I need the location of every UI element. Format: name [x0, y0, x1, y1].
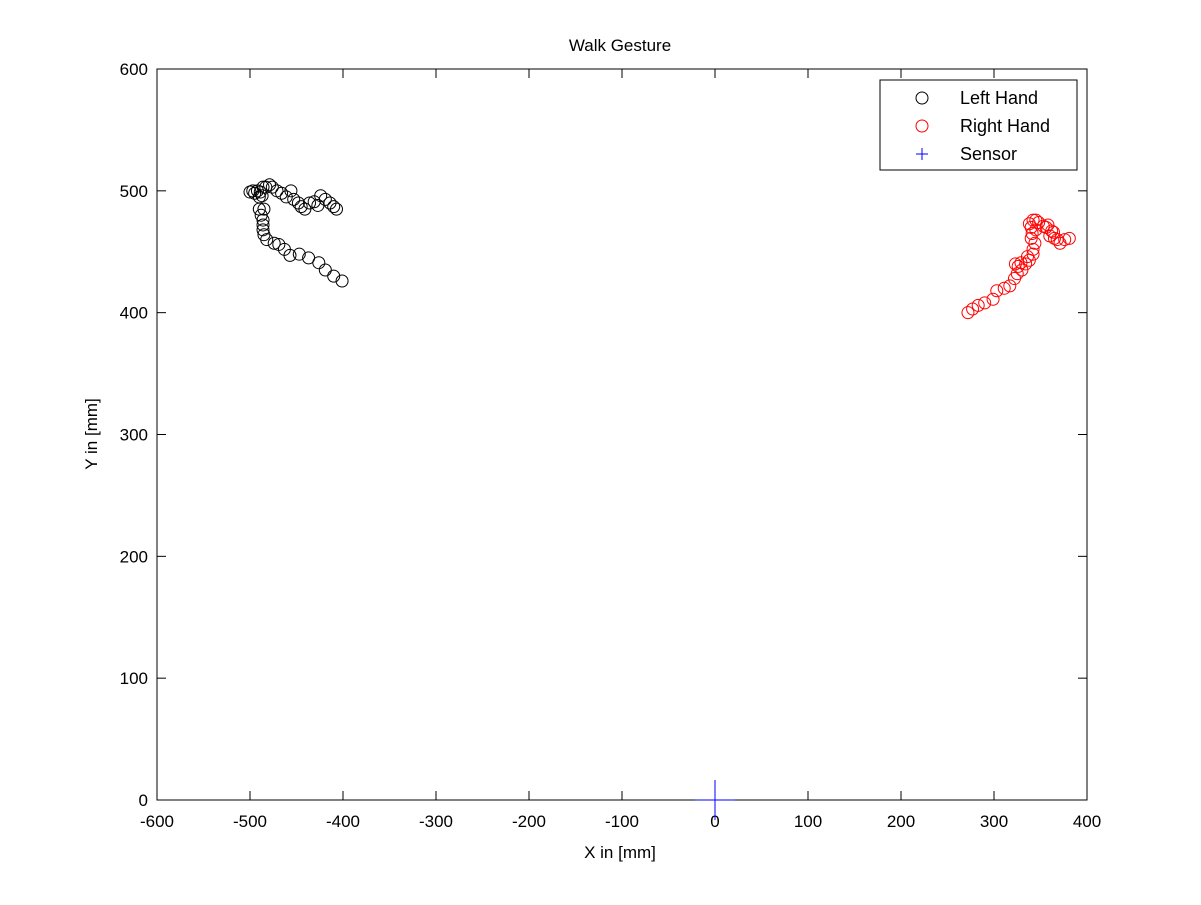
right-hand-point [1039, 220, 1053, 234]
left-hand-point [284, 184, 298, 198]
axis-tick-labels: -600 -500 -400 -300 -200 -100 0 100 200 300 400 0 10… [120, 60, 1102, 831]
x-axis-label: X in [mm] [584, 843, 656, 862]
right-hand-point [1032, 216, 1046, 230]
y-axis-label: Y in [mm] [82, 398, 101, 469]
x-tick-label: 200 [887, 812, 915, 831]
left-hand-point [318, 192, 332, 206]
right-hand-point [1024, 231, 1038, 245]
x-tick-label: -500 [233, 812, 267, 831]
right-hand-point [1015, 263, 1029, 277]
right-hand-point [986, 292, 1000, 306]
right-hand-point [997, 281, 1011, 295]
y-tick-label: 300 [120, 426, 148, 445]
left-hand-point [267, 236, 281, 250]
left-hand-point [294, 200, 308, 214]
legend: Left Hand Right Hand Sensor [879, 79, 1078, 171]
right-hand-point [1028, 236, 1042, 250]
left-hand-point [257, 202, 271, 216]
right-hand-point [1058, 233, 1072, 247]
x-tick-label: -600 [140, 812, 174, 831]
left-hand-point [248, 186, 262, 200]
left-hand-point [303, 196, 317, 210]
legend-items: Left Hand Right Hand Sensor [915, 88, 1050, 164]
x-tick-label: 300 [980, 812, 1008, 831]
left-hand-point [312, 256, 326, 270]
legend-item-right-hand: Right Hand [915, 116, 1050, 136]
right-hand-point [1062, 231, 1076, 245]
y-tick-label: 500 [120, 182, 148, 201]
legend-marker [915, 91, 929, 105]
legend-box [879, 79, 1078, 171]
y-tick-label: 400 [120, 304, 148, 323]
left-hand-point [287, 192, 301, 206]
left-hand-point [275, 186, 289, 200]
left-hand-point [292, 247, 306, 261]
legend-label: Right Hand [960, 116, 1050, 136]
legend-marker [915, 119, 929, 133]
right-hand-point [1026, 213, 1040, 227]
left-hand-point [256, 180, 270, 194]
left-hand-point [335, 274, 349, 288]
y-tick-label: 600 [120, 60, 148, 79]
legend-label: Left Hand [960, 88, 1038, 108]
x-tick-label: -200 [512, 812, 546, 831]
right-hand-point [990, 284, 1004, 298]
legend-label: Sensor [960, 144, 1017, 164]
left-hand-point [256, 223, 270, 237]
right-hand-point [1025, 226, 1039, 240]
x-tick-label: -100 [605, 812, 639, 831]
left-hand-point [265, 180, 279, 194]
y-tick-label: 100 [120, 669, 148, 688]
right-hand-point [971, 298, 985, 312]
x-tick-label: 0 [710, 812, 719, 831]
left-hand-point [256, 213, 270, 227]
x-tick-label: -300 [419, 812, 453, 831]
right-hand-point [978, 296, 992, 310]
y-tick-label: 0 [139, 791, 148, 810]
x-tick-label: 100 [794, 812, 822, 831]
sensor-point [695, 780, 735, 820]
right-hand-point [1026, 247, 1040, 261]
right-hand-point [1019, 257, 1033, 271]
legend-marker [916, 148, 928, 160]
right-hand-point [1011, 259, 1025, 273]
left-hand-point [329, 202, 343, 216]
legend-item-sensor: Sensor [916, 144, 1017, 164]
left-hand-point [314, 189, 328, 203]
left-hand-point [318, 263, 332, 277]
y-tick-label: 200 [120, 547, 148, 566]
left-hand-point [260, 233, 274, 247]
left-hand-point [327, 200, 341, 214]
right-hand-point [1047, 225, 1061, 239]
x-tick-label: -400 [326, 812, 360, 831]
right-hand-point [1022, 217, 1036, 231]
legend-item-left-hand: Left Hand [915, 88, 1038, 108]
left-hand-point [256, 218, 270, 232]
x-tick-label: 400 [1073, 812, 1101, 831]
plot-area [156, 68, 1088, 801]
left-hand-point [327, 269, 341, 283]
chart-title: Walk Gesture [569, 36, 671, 55]
right-hand-point [1003, 279, 1017, 293]
right-hand-point [1026, 242, 1040, 256]
left-hand-point [283, 248, 297, 262]
left-hand-point [255, 189, 269, 203]
data-points [243, 178, 1076, 820]
right-hand-point [961, 306, 975, 320]
